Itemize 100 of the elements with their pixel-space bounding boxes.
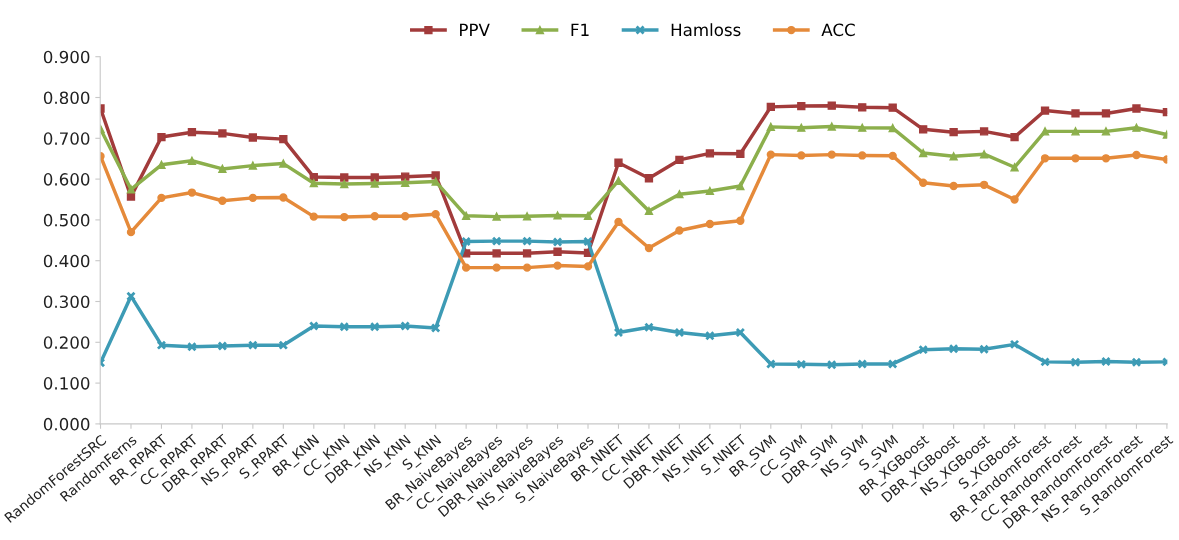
point [1010,132,1019,142]
point [826,359,837,370]
point [614,158,623,167]
point [766,122,775,132]
point [430,323,441,333]
y-tick-label: 0.300 [43,295,90,309]
point [1040,106,1050,115]
point [309,212,318,221]
point [248,133,258,142]
point [492,263,501,272]
point [827,101,836,110]
point [857,359,868,369]
point [797,123,806,132]
point [888,123,897,133]
point [1040,154,1050,163]
point [979,127,989,136]
point [1070,357,1081,368]
y-tick-label: 0.200 [43,336,90,349]
point [157,193,166,203]
point [918,344,929,355]
point [674,327,685,338]
point [1101,109,1111,118]
point [552,237,563,247]
point [218,196,227,205]
point [979,344,989,355]
legend-label: PPV [460,23,490,36]
point [401,178,410,187]
point [279,193,288,202]
point [431,210,440,219]
point [522,263,532,272]
point [492,212,501,221]
point [583,262,593,271]
point [218,164,227,174]
point [644,322,654,333]
point [1010,195,1019,204]
point [614,176,623,185]
point [583,236,593,247]
point [370,179,379,188]
point [401,212,410,221]
point [858,103,867,112]
point [705,186,715,196]
point [1040,127,1050,136]
point [644,174,654,183]
point [553,211,562,220]
point [278,340,289,351]
point [187,156,197,165]
point [461,263,471,272]
y-tick-label: 0.600 [43,173,90,186]
point [949,181,958,191]
point [340,173,349,182]
point [705,219,715,229]
legend-label: ACC [821,23,855,37]
point [736,149,745,158]
point [948,343,959,354]
point [187,341,197,352]
y-tick-label: 0.800 [43,91,90,105]
point [1071,109,1080,118]
point [949,128,958,137]
point [705,149,715,158]
point [308,321,319,331]
point [431,177,440,186]
point [553,247,562,256]
point [949,152,958,161]
point [248,340,258,351]
point [340,212,349,222]
point [1132,104,1141,113]
point [1101,127,1111,136]
point [888,151,897,161]
point [979,180,989,189]
point [370,173,379,182]
point [918,178,928,187]
point [583,211,593,220]
point [279,134,288,144]
point [888,103,897,112]
point [675,226,684,235]
point [1101,356,1111,367]
point [370,212,379,221]
point [553,261,562,270]
y-tick-label: 0.700 [43,132,90,145]
point [157,160,166,169]
legend-label: F1 [571,23,589,36]
point [797,101,806,111]
point [918,148,928,158]
y-tick-label: 0.400 [43,254,90,268]
point [401,172,410,181]
point [675,155,684,165]
point [644,206,654,216]
point [827,122,836,131]
point [765,359,776,369]
point [858,123,867,132]
y-tick-label: 0.100 [43,377,90,390]
point [279,159,288,168]
point [187,188,197,197]
point [1132,123,1141,132]
point [1131,357,1142,368]
point [217,341,228,351]
point [614,217,623,227]
point [126,185,136,194]
point [126,227,136,237]
y-tick-label: 0.000 [43,417,90,431]
